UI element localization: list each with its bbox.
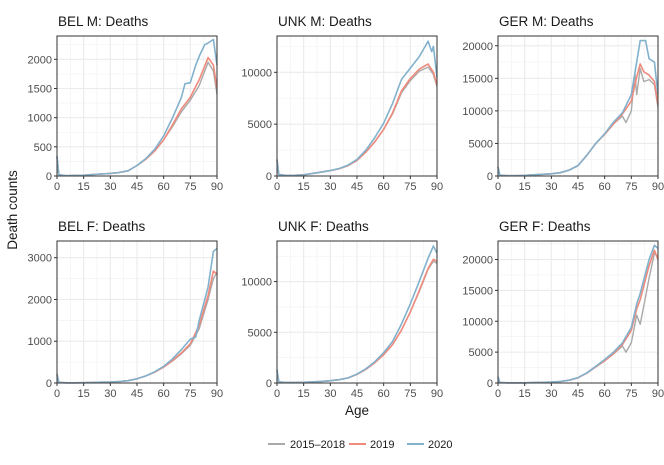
x-tick-label: 60	[158, 388, 170, 400]
x-tick-label: 0	[495, 388, 501, 400]
x-tick-label: 15	[298, 388, 310, 400]
y-tick-label: 5000	[469, 347, 493, 359]
y-tick-label: 15000	[462, 73, 493, 85]
x-tick-label: 45	[131, 388, 143, 400]
y-tick-label: 5000	[248, 119, 272, 131]
x-tick-label: 15	[519, 181, 531, 193]
y-tick-label: 10000	[241, 67, 272, 79]
x-tick-label: 30	[545, 181, 557, 193]
panel-bel-f: BEL F: Deaths 0 15 30 45 60 75 90 0 1000 2000 3000	[28, 219, 224, 400]
legend-label-2015-2018: 2015–2018	[290, 439, 345, 451]
y-tick-label: 0	[487, 378, 493, 390]
series-line-2020	[276, 40, 438, 177]
panel-title: BEL F: Deaths	[58, 219, 146, 234]
y-tick-label: 5000	[469, 138, 493, 150]
x-axis-title: Age	[345, 403, 369, 418]
x-tick-label: 75	[184, 388, 196, 400]
panel-ger-m: GER M: Deaths 0 15 30 45 60 75 90 0 5000 10000 150…	[462, 14, 664, 193]
y-tick-label: 15000	[462, 285, 493, 297]
panel-title: UNK M: Deaths	[278, 14, 372, 29]
x-tick-label: 90	[211, 388, 223, 400]
y-tick-label: 20000	[462, 255, 493, 267]
x-tick-label: 60	[378, 388, 390, 400]
x-tick-label: 60	[158, 181, 170, 193]
x-tick-label: 30	[324, 388, 336, 400]
x-tick-label: 0	[495, 181, 501, 193]
y-tick-label: 500	[34, 142, 52, 154]
y-tick-label: 0	[46, 378, 52, 390]
x-tick-label: 30	[545, 388, 557, 400]
y-tick-label: 10000	[462, 316, 493, 328]
y-tick-label: 2000	[28, 54, 52, 66]
x-tick-label: 90	[211, 181, 223, 193]
x-tick-label: 90	[652, 181, 664, 193]
x-tick-label: 45	[351, 181, 363, 193]
x-tick-label: 45	[351, 388, 363, 400]
x-tick-label: 45	[572, 181, 584, 193]
x-tick-label: 75	[184, 181, 196, 193]
x-tick-label: 15	[78, 181, 90, 193]
y-tick-label: 0	[46, 171, 52, 183]
legend-item-2015-2018: 2015–2018	[268, 439, 345, 451]
y-tick-label: 0	[266, 171, 272, 183]
x-tick-label: 90	[652, 388, 664, 400]
panel-title: GER F: Deaths	[499, 219, 591, 234]
x-tick-label: 0	[274, 388, 280, 400]
x-tick-label: 0	[274, 181, 280, 193]
x-tick-label: 0	[54, 181, 60, 193]
series-line-2020	[56, 38, 218, 177]
legend-label-2019: 2019	[370, 439, 394, 451]
y-tick-label: 5000	[248, 327, 272, 339]
panel-title: GER M: Deaths	[499, 14, 594, 29]
y-tick-label: 3000	[28, 253, 52, 265]
panel-title: BEL M: Deaths	[58, 14, 149, 29]
x-tick-label: 30	[324, 181, 336, 193]
x-tick-label: 0	[54, 388, 60, 400]
x-tick-label: 30	[104, 388, 116, 400]
x-tick-label: 90	[431, 181, 443, 193]
panel-bel-m: BEL M: Deaths 0 15 30 45 60 75 90 0 500 1000 1500 2…	[28, 14, 224, 193]
legend-label-2020: 2020	[428, 439, 452, 451]
y-tick-label: 10000	[462, 106, 493, 118]
panel-unk-m: UNK M: Deaths 0 15 30 45 60 75 90 0 5000 10000	[241, 14, 443, 193]
y-tick-label: 20000	[462, 41, 493, 53]
y-tick-label: 0	[266, 378, 272, 390]
x-tick-label: 60	[599, 181, 611, 193]
y-tick-label: 1500	[28, 84, 52, 96]
x-tick-label: 15	[519, 388, 531, 400]
y-tick-label: 1000	[28, 113, 52, 125]
x-tick-label: 90	[431, 388, 443, 400]
y-tick-label: 0	[487, 171, 493, 183]
x-tick-label: 75	[404, 388, 416, 400]
panel-ger-f: GER F: Deaths 0 15 30 45 60 75 90 0 5000 10000 150…	[462, 219, 664, 400]
y-axis-title: Death counts	[5, 170, 20, 250]
x-tick-label: 60	[599, 388, 611, 400]
panel-title: UNK F: Deaths	[278, 219, 369, 234]
y-tick-label: 2000	[28, 294, 52, 306]
legend: 2015–2018 2019 2020	[268, 439, 452, 451]
x-tick-label: 45	[572, 388, 584, 400]
y-tick-label: 10000	[241, 277, 272, 289]
y-tick-label: 1000	[28, 336, 52, 348]
legend-item-2020: 2020	[407, 439, 452, 451]
panel-unk-f: UNK F: Deaths 0 15 30 45 60 75 90 0 5000 10000	[241, 219, 443, 400]
x-tick-label: 60	[378, 181, 390, 193]
x-tick-label: 45	[131, 181, 143, 193]
x-tick-label: 30	[104, 181, 116, 193]
series-line-2020	[276, 245, 438, 384]
x-tick-label: 15	[78, 388, 90, 400]
x-tick-label: 15	[298, 181, 310, 193]
legend-item-2019: 2019	[349, 439, 394, 451]
x-tick-label: 75	[404, 181, 416, 193]
x-tick-label: 75	[625, 181, 637, 193]
x-tick-label: 75	[625, 388, 637, 400]
